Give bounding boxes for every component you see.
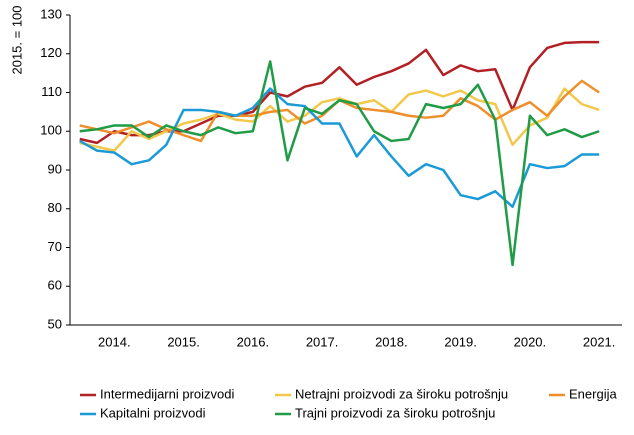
x-tick-label: 2016. <box>237 334 270 349</box>
y-tick-label: 110 <box>41 84 62 99</box>
y-tick-label: 90 <box>48 161 62 176</box>
y-axis-label: 2015. = 100 <box>9 5 24 74</box>
x-tick-label: 2019. <box>444 334 477 349</box>
line <box>79 40 600 145</box>
x-tick-label: 2017. <box>306 334 339 349</box>
legend-label: Trajni proizvodi za široku potrošnju <box>295 405 495 420</box>
y-tick-label: 130 <box>40 6 62 21</box>
y-tick-label: 100 <box>40 123 62 138</box>
x-tick-label: 2014. <box>98 334 131 349</box>
y-tick-label: 80 <box>48 200 62 215</box>
legend-label: Intermedijarni proizvodi <box>100 386 235 401</box>
x-tick-label: 2021. <box>583 334 616 349</box>
y-tick-label: 60 <box>48 278 62 293</box>
y-tick-label: 70 <box>48 239 62 254</box>
legend-label: Kapitalni proizvodi <box>100 405 206 420</box>
x-tick-label: 2015. <box>167 334 200 349</box>
y-tick-label: 120 <box>40 45 62 60</box>
line <box>79 87 600 209</box>
legend-label: Netrajni proizvodi za široku potrošnju <box>295 386 508 401</box>
line <box>79 60 600 267</box>
x-tick-label: 2018. <box>375 334 408 349</box>
y-tick-label: 50 <box>48 316 62 331</box>
line <box>79 87 600 152</box>
legend-label: Energija <box>569 386 617 401</box>
x-tick-label: 2020. <box>514 334 547 349</box>
